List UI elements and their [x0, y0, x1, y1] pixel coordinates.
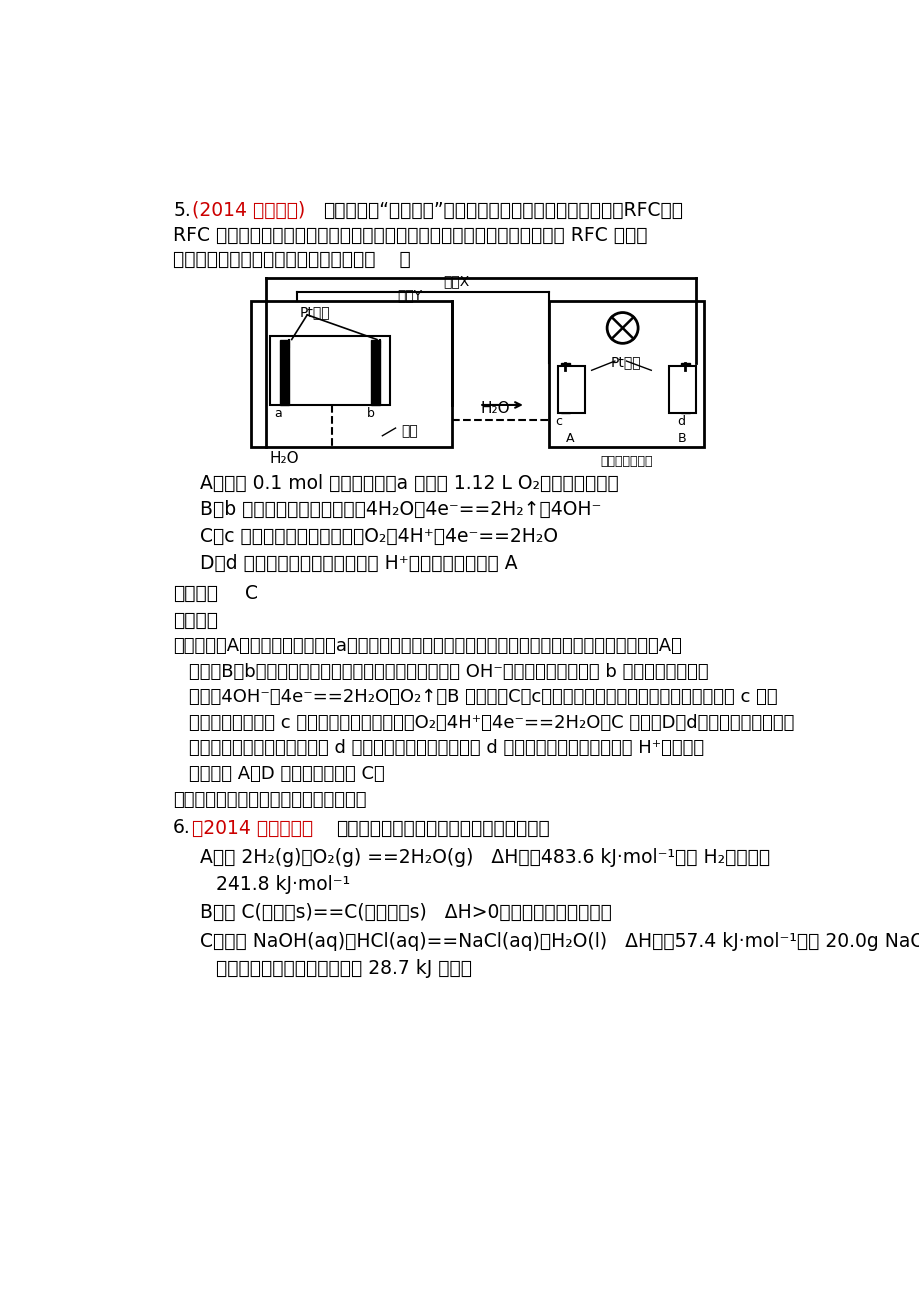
Text: 5.: 5.: [173, 201, 190, 220]
Text: A: A: [565, 432, 574, 445]
Text: C．已知 NaOH(aq)＋HCl(aq)==NaCl(aq)＋H₂O(l)   ΔH＝－57.4 kJ·mol⁻¹，则 20.0g NaOH: C．已知 NaOH(aq)＋HCl(aq)==NaCl(aq)＋H₂O(l) Δ…: [200, 932, 919, 950]
Bar: [558, 366, 584, 413]
Text: 氢气失去电子，被氧化，因此 d 电极是原电池的负极，所以 d 极上进行氧化反应，产生的 H⁺可以通过: 氢气失去电子，被氧化，因此 d 电极是原电池的负极，所以 d 极上进行氧化反应，…: [189, 740, 704, 758]
Text: (2014 济南期末): (2014 济南期末): [192, 201, 305, 220]
Text: b: b: [367, 408, 374, 421]
Text: 碱性电解质溶液: 碱性电解质溶液: [599, 454, 652, 467]
Text: 下列依据热化学方程式得出的结论正确的是: 下列依据热化学方程式得出的结论正确的是: [335, 819, 549, 837]
Bar: [250, 301, 451, 448]
Text: 试题分析：A、根据示意图可知，a电极与电源的负极相连，做阴极，溶液中的氢离子放电生成氢气，A不: 试题分析：A、根据示意图可知，a电极与电源的负极相连，做阴极，溶液中的氢离子放电…: [173, 638, 681, 655]
Text: 固体与稀盐酸完全中和，放出 28.7 kJ 的热量: 固体与稀盐酸完全中和，放出 28.7 kJ 的热量: [216, 960, 471, 978]
Text: 理示意图，下列有关说法中，正确的是（    ）: 理示意图，下列有关说法中，正确的是（ ）: [173, 250, 411, 270]
Text: H₂O: H₂O: [481, 401, 510, 417]
Text: 241.8 kJ·mol⁻¹: 241.8 kJ·mol⁻¹: [216, 875, 349, 893]
Bar: [560, 362, 569, 413]
Text: 原电池的正极，则 c 极上发生的电极反应是：O₂＋4H⁺＋4e⁻==2H₂O，C 正确；D、d电极通入的是氢气，: 原电池的正极，则 c 极上发生的电极反应是：O₂＋4H⁺＋4e⁻==2H₂O，C…: [189, 713, 794, 732]
Text: 【解析】: 【解析】: [173, 611, 218, 630]
Text: A．若 2H₂(g)＋O₂(g) ==2H₂O(g)   ΔH＝－483.6 kJ·mol⁻¹，则 H₂燃烧热为: A．若 2H₂(g)＋O₂(g) ==2H₂O(g) ΔH＝－483.6 kJ·…: [200, 848, 769, 867]
Text: （2014 孝感一模）: （2014 孝感一模）: [192, 819, 313, 837]
Bar: [370, 340, 380, 405]
Text: 隔膜进入 A，D 不正确，答案选 C。: 隔膜进入 A，D 不正确，答案选 C。: [189, 764, 385, 783]
Bar: [680, 362, 689, 413]
Text: 气体X: 气体X: [442, 273, 469, 288]
Text: H₂O: H₂O: [269, 452, 299, 466]
Bar: [668, 366, 696, 413]
Bar: [279, 340, 289, 405]
Text: B: B: [677, 432, 686, 445]
Text: B．若 C(石墨，s)==C(金刚石，s)   ΔH>0，则石墨比金刚石稳定: B．若 C(石墨，s)==C(金刚石，s) ΔH>0，则石墨比金刚石稳定: [200, 904, 611, 922]
Text: Pt电极: Pt电极: [299, 305, 330, 319]
Text: 正确；B、b电极与电源的正极相连，做阳极，溶液中的 OH⁻放电生成氧气，因此 b 极上发生的电极反: 正确；B、b电极与电源的正极相连，做阳极，溶液中的 OH⁻放电生成氧气，因此 b…: [189, 663, 709, 681]
Text: 隔膜: 隔膜: [402, 424, 418, 439]
Text: A．当有 0.1 mol 电子转移时，a 极产生 1.12 L O₂（标准状况下）: A．当有 0.1 mol 电子转移时，a 极产生 1.12 L O₂（标准状况下…: [200, 474, 618, 492]
Text: Pt电极: Pt电极: [610, 355, 641, 368]
Text: d: d: [677, 415, 685, 428]
Text: 气体Y: 气体Y: [396, 288, 422, 302]
Text: RFC 是一种将水电解技术与氢氧燃料电池技术相结合的可充电电池。下图为 RFC 工作原: RFC 是一种将水电解技术与氢氧燃料电池技术相结合的可充电电池。下图为 RFC …: [173, 225, 647, 245]
Bar: [549, 301, 703, 448]
Text: D．d 极上进行还原反应，产生的 H⁺可以通过隔膜进入 A: D．d 极上进行还原反应，产生的 H⁺可以通过隔膜进入 A: [200, 555, 517, 573]
Text: c: c: [554, 415, 562, 428]
Bar: [269, 336, 390, 405]
Text: B．b 极上发生的电极反应是：4H₂O＋4e⁻==2H₂↑＋4OH⁻: B．b 极上发生的电极反应是：4H₂O＋4e⁻==2H₂↑＋4OH⁻: [200, 500, 601, 519]
Text: a: a: [275, 408, 282, 421]
Text: 6.: 6.: [173, 819, 190, 837]
Text: C．c 极上发生的电极反应是：O₂＋4H⁺＋4e⁻==2H₂O: C．c 极上发生的电极反应是：O₂＋4H⁺＋4e⁻==2H₂O: [200, 527, 558, 547]
Text: C: C: [245, 583, 258, 603]
Text: 应是：4OH⁻－4e⁻==2H₂O＋O₂↑，B 不正确；C、c电极通入的气体是氧气，得到电子，因此 c 电极: 应是：4OH⁻－4e⁻==2H₂O＋O₂↑，B 不正确；C、c电极通入的气体是氧…: [189, 689, 777, 706]
Text: 空间实验室“天宫一号”的供电系统中有再生氢氧燃料电池（RFC），: 空间实验室“天宫一号”的供电系统中有再生氢氧燃料电池（RFC），: [323, 201, 682, 220]
Text: 考点：考查电化学原理的有关判断与应用: 考点：考查电化学原理的有关判断与应用: [173, 790, 367, 809]
Circle shape: [607, 312, 638, 344]
Text: 【答案】: 【答案】: [173, 583, 218, 603]
